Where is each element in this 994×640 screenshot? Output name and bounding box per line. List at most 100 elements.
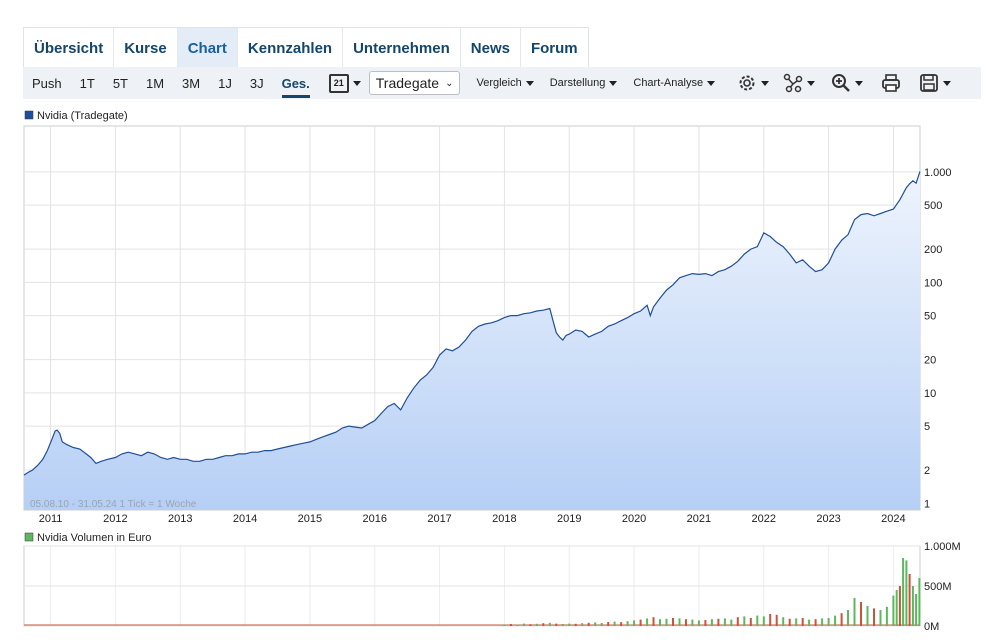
range-gesamt[interactable]: Ges. xyxy=(273,67,319,99)
zoom-button[interactable] xyxy=(831,73,864,93)
tab-forum[interactable]: Forum xyxy=(530,39,578,57)
price-x-tick-label: 2017 xyxy=(427,513,451,525)
volume-bar xyxy=(529,624,532,626)
volume-legend: Nvidia Volumen in Euro xyxy=(37,532,151,544)
volume-bar xyxy=(710,619,713,626)
price-legend-swatch xyxy=(24,110,34,120)
caret-down-icon xyxy=(352,80,361,86)
volume-bar xyxy=(509,624,512,626)
exchange-select[interactable]: Tradegate ⌄ xyxy=(368,71,461,95)
calendar-icon: 21 xyxy=(328,73,349,93)
tab-news[interactable]: News xyxy=(461,28,521,68)
volume-bar xyxy=(743,616,746,626)
price-y-tick-label: 10 xyxy=(924,388,936,400)
volume-bar xyxy=(704,620,707,626)
volume-bar xyxy=(723,618,726,626)
price-y-tick-label: 20 xyxy=(924,355,936,367)
volume-bar xyxy=(895,590,898,626)
volume-bar xyxy=(769,614,772,626)
price-y-tick-label: 1 xyxy=(924,498,930,510)
range-5t[interactable]: 5T xyxy=(112,75,128,91)
save-button[interactable] xyxy=(919,73,952,93)
volume-bar xyxy=(795,618,798,626)
volume-bar xyxy=(516,624,519,626)
chevron-down-icon: ⌄ xyxy=(445,77,454,89)
volume-bar xyxy=(574,623,577,626)
caret-down-icon xyxy=(855,80,864,86)
tab-kennzahlen[interactable]: Kennzahlen xyxy=(238,28,344,68)
indicators-button[interactable] xyxy=(783,73,816,93)
price-x-tick-label: 2023 xyxy=(816,513,840,525)
calendar-button[interactable]: 21 xyxy=(328,73,361,93)
range-1j[interactable]: 1J xyxy=(218,75,232,91)
menu-vergleich[interactable]: Vergleich xyxy=(476,77,534,89)
price-panel: Nvidia (Tradegate) 1 2 5 10 20 50 100 200 500 1.0… xyxy=(23,110,952,525)
volume-legend-swatch xyxy=(24,532,34,542)
range-3j[interactable]: 3J xyxy=(249,75,264,91)
price-y-tick-label: 5 xyxy=(924,421,930,433)
range-1t[interactable]: 1T xyxy=(79,75,95,91)
volume-bar xyxy=(885,606,888,626)
volume-bar xyxy=(555,623,558,626)
volume-bar xyxy=(685,619,687,626)
volume-bar xyxy=(626,621,629,626)
price-y-tick-label: 200 xyxy=(924,244,942,256)
volume-bar xyxy=(542,623,545,626)
volume-y-tick-label: 1.000M xyxy=(924,541,961,553)
volume-y-tick-label: 500M xyxy=(924,581,952,593)
volume-bar xyxy=(594,622,597,626)
volume-bar xyxy=(902,558,905,626)
volume-bar xyxy=(672,618,674,626)
price-x-tick-label: 2012 xyxy=(103,513,127,525)
volume-bar xyxy=(749,618,752,626)
price-legend: Nvidia (Tradegate) xyxy=(37,110,128,122)
range-3m[interactable]: 3M xyxy=(182,75,201,91)
volume-bar xyxy=(821,618,824,626)
volume-bar xyxy=(814,619,817,626)
volume-bar xyxy=(730,619,733,626)
volume-bar xyxy=(607,622,610,626)
price-x-tick-label: 2015 xyxy=(298,513,322,525)
price-x-tick-label: 2022 xyxy=(752,513,776,525)
volume-bar xyxy=(756,615,759,626)
price-x-tick-label: 2024 xyxy=(881,513,905,525)
tab-unternehmen[interactable]: Unternehmen xyxy=(343,28,461,68)
caret-down-icon xyxy=(761,80,770,86)
volume-bar xyxy=(548,622,551,626)
volume-bar xyxy=(697,620,700,626)
volume-y-axis: 0M 500M 1.000M xyxy=(924,541,961,633)
menu-chart-analyse[interactable]: Chart-Analyse xyxy=(633,77,716,89)
price-line xyxy=(23,171,921,476)
volume-bar xyxy=(639,619,642,626)
range-1m[interactable]: 1M xyxy=(145,75,165,91)
price-y-tick-label: 500 xyxy=(924,200,942,212)
range-push[interactable]: Push xyxy=(32,75,62,91)
volume-bar xyxy=(665,618,668,626)
volume-bar xyxy=(834,615,837,626)
volume-bar xyxy=(911,586,914,626)
indicators-icon xyxy=(783,73,803,93)
price-x-tick-label: 2021 xyxy=(687,513,711,525)
zoom-in-icon xyxy=(832,74,850,92)
volume-bar xyxy=(808,619,811,626)
volume-bar xyxy=(827,618,830,626)
print-icon xyxy=(882,74,900,92)
volume-bar xyxy=(691,619,694,626)
volume-bar xyxy=(905,560,908,626)
volume-panel: Nvidia Volumen in Euro 0M 500M 1.000M xyxy=(23,532,961,633)
menu-darstellung[interactable]: Darstellung xyxy=(550,77,618,89)
tab-kurse[interactable]: Kurse xyxy=(114,28,178,68)
price-y-tick-label: 1.000 xyxy=(924,167,952,179)
volume-bar xyxy=(866,606,869,626)
tab-chart[interactable]: Chart xyxy=(177,28,238,68)
price-x-tick-label: 2013 xyxy=(168,513,192,525)
print-button[interactable] xyxy=(881,73,901,93)
chart-tabs: Übersicht Kurse Chart Kennzahlen Unterne… xyxy=(23,27,589,68)
caret-down-icon xyxy=(807,80,816,86)
settings-button[interactable] xyxy=(737,73,770,93)
volume-bar xyxy=(918,578,921,626)
period-note: 05.08.10 - 31.05.24 1 Tick = 1 Woche xyxy=(30,499,197,510)
tab-uebersicht[interactable]: Übersicht xyxy=(24,28,115,68)
menu-vergleich-label: Vergleich xyxy=(476,77,522,89)
volume-y-tick-label: 0M xyxy=(924,621,939,633)
